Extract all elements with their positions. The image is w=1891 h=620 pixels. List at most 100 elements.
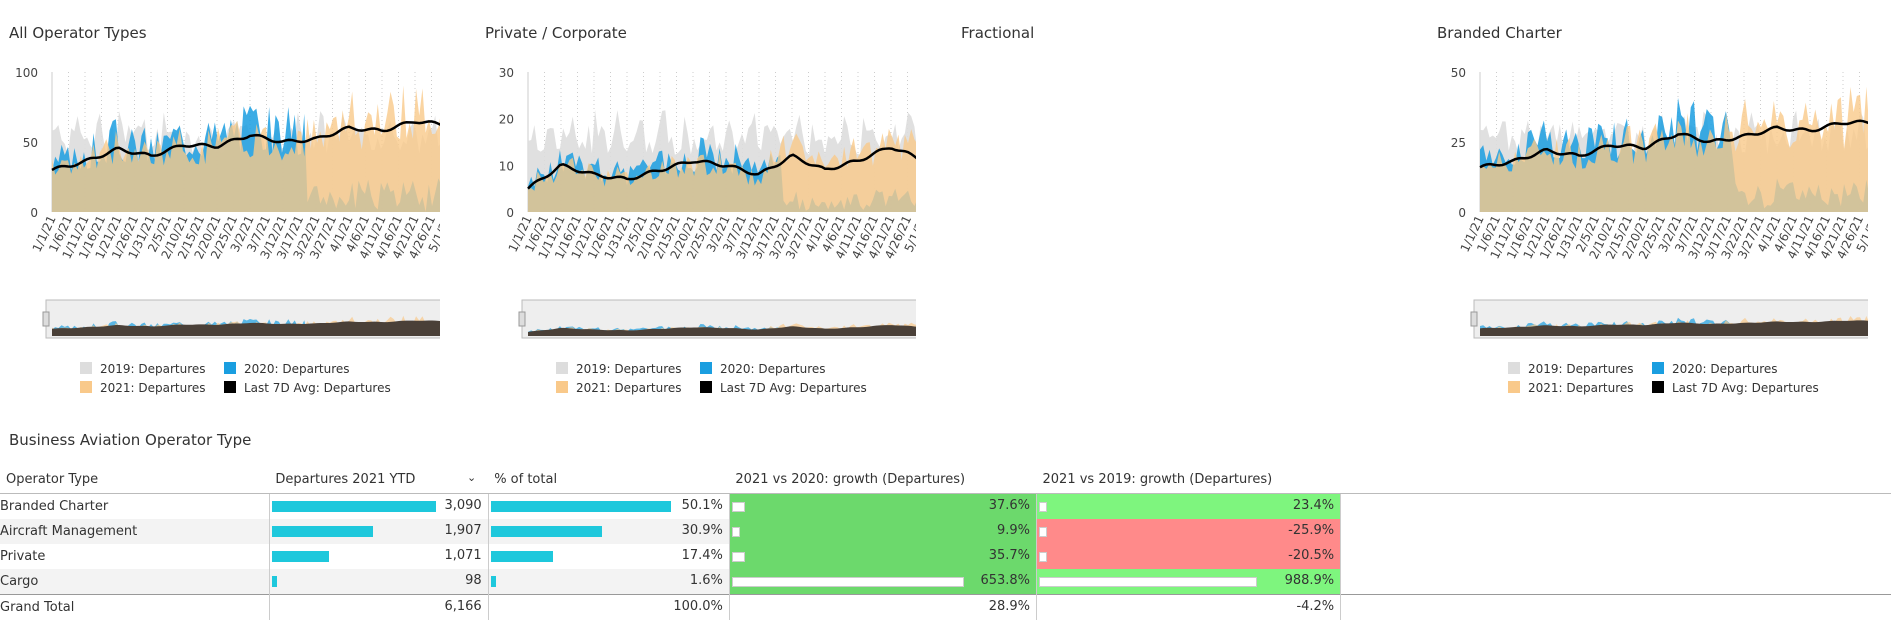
cell-spacer bbox=[1341, 569, 1891, 595]
growth-2019-value: 988.9% bbox=[1285, 573, 1335, 588]
legend-swatch bbox=[556, 381, 568, 393]
legend-swatch bbox=[700, 381, 712, 393]
y-tick-label: 50 bbox=[23, 136, 38, 150]
legend-label: 2019: Departures bbox=[100, 362, 206, 376]
series-2021-area bbox=[1480, 87, 1868, 212]
col-header-label: Departures 2021 YTD bbox=[275, 472, 415, 487]
legend-label: 2020: Departures bbox=[720, 362, 826, 376]
chart-all-operator-types[interactable]: 1005001/1/211/6/211/11/211/16/211/21/211… bbox=[0, 0, 440, 420]
legend-swatch bbox=[1508, 362, 1520, 374]
table-row[interactable]: Branded Charter 3,090 50.1% 37.6% 23.4% bbox=[0, 494, 1891, 520]
legend-swatch bbox=[700, 362, 712, 374]
table-row[interactable]: Cargo 98 1.6% 653.8% 988.9% bbox=[0, 569, 1891, 595]
legend-label: 2021: Departures bbox=[1528, 381, 1634, 395]
panel-title: All Operator Types bbox=[9, 24, 147, 42]
total-label: Grand Total bbox=[0, 595, 269, 620]
y-tick-label: 0 bbox=[506, 206, 514, 220]
growth-2020-value: 9.9% bbox=[997, 523, 1030, 538]
table-row[interactable]: Aircraft Management 1,907 30.9% 9.9% -25… bbox=[0, 519, 1891, 544]
departures-value: 3,090 bbox=[444, 498, 481, 513]
y-tick-label: 50 bbox=[1451, 66, 1466, 80]
departures-value: 1,907 bbox=[444, 523, 481, 538]
growth-2020-bar bbox=[732, 552, 745, 562]
y-tick-label: 10 bbox=[499, 159, 514, 173]
panel-title: Fractional bbox=[961, 24, 1034, 42]
growth-2020-bar bbox=[732, 527, 740, 537]
table-header-row: Operator Type Departures 2021 YTD ⌄ % of … bbox=[0, 465, 1891, 494]
pct-value: 17.4% bbox=[682, 548, 723, 563]
cell-spacer bbox=[1341, 494, 1891, 520]
legend-label: Last 7D Avg: Departures bbox=[244, 381, 391, 395]
cell-growth-2019: 23.4% bbox=[1037, 494, 1341, 520]
growth-2019-bar bbox=[1039, 502, 1047, 512]
cell-growth-2020: 9.9% bbox=[729, 519, 1036, 544]
growth-2019-bar bbox=[1039, 552, 1047, 562]
y-tick-label: 30 bbox=[499, 66, 514, 80]
cell-pct-total: 30.9% bbox=[488, 519, 729, 544]
legend-swatch bbox=[1652, 362, 1664, 374]
legend-label: 2020: Departures bbox=[244, 362, 350, 376]
y-tick-label: 100 bbox=[15, 66, 38, 80]
pct-bar bbox=[491, 551, 554, 562]
total-growth-2019: -4.2% bbox=[1037, 595, 1341, 620]
cell-growth-2019: 988.9% bbox=[1037, 569, 1341, 595]
legend-swatch bbox=[224, 381, 236, 393]
cell-departures: 1,907 bbox=[269, 519, 488, 544]
legend-swatch bbox=[1652, 381, 1664, 393]
cell-departures: 98 bbox=[269, 569, 488, 595]
y-tick-label: 20 bbox=[499, 113, 514, 127]
table-total-row: Grand Total 6,166 100.0% 28.9% -4.2% bbox=[0, 595, 1891, 620]
legend-label: 2020: Departures bbox=[1672, 362, 1778, 376]
col-header-operator-type[interactable]: Operator Type bbox=[0, 465, 269, 494]
navigator-left-handle bbox=[1471, 312, 1477, 326]
legend-label: 2019: Departures bbox=[1528, 362, 1634, 376]
departures-bar bbox=[272, 576, 277, 587]
growth-2019-value: -20.5% bbox=[1288, 548, 1334, 563]
cell-operator-type: Aircraft Management bbox=[0, 519, 269, 544]
table-row[interactable]: Private 1,071 17.4% 35.7% -20.5% bbox=[0, 544, 1891, 569]
operator-type-table: Operator Type Departures 2021 YTD ⌄ % of … bbox=[0, 465, 1891, 620]
total-departures: 6,166 bbox=[269, 595, 488, 620]
cell-departures: 1,071 bbox=[269, 544, 488, 569]
cell-spacer bbox=[1341, 519, 1891, 544]
growth-2019-bar bbox=[1039, 527, 1047, 537]
growth-2020-value: 653.8% bbox=[980, 573, 1030, 588]
cell-growth-2020: 37.6% bbox=[729, 494, 1036, 520]
pct-bar bbox=[491, 526, 602, 537]
cell-operator-type: Cargo bbox=[0, 569, 269, 595]
table-title: Business Aviation Operator Type bbox=[9, 431, 251, 449]
chart-private-corporate[interactable]: 30201001/1/211/6/211/11/211/16/211/21/21… bbox=[476, 0, 916, 420]
departures-bar bbox=[272, 551, 329, 562]
legend-swatch bbox=[80, 362, 92, 374]
legend-label: 2021: Departures bbox=[100, 381, 206, 395]
legend-swatch bbox=[224, 362, 236, 374]
chart-branded-charter[interactable]: 502501/1/211/6/211/11/211/16/211/21/211/… bbox=[1428, 0, 1868, 420]
col-header-growth-2020[interactable]: 2021 vs 2020: growth (Departures) bbox=[729, 465, 1036, 494]
cell-pct-total: 17.4% bbox=[488, 544, 729, 569]
departures-bar bbox=[272, 501, 436, 512]
col-header-growth-2019[interactable]: 2021 vs 2019: growth (Departures) bbox=[1037, 465, 1341, 494]
cell-pct-total: 50.1% bbox=[488, 494, 729, 520]
cell-pct-total: 1.6% bbox=[488, 569, 729, 595]
cell-spacer bbox=[1341, 595, 1891, 620]
growth-2019-value: 23.4% bbox=[1293, 498, 1334, 513]
col-header-pct-total[interactable]: % of total bbox=[488, 465, 729, 494]
col-header-departures[interactable]: Departures 2021 YTD ⌄ bbox=[269, 465, 488, 494]
panel-title: Private / Corporate bbox=[485, 24, 627, 42]
navigator-left-handle bbox=[43, 312, 49, 326]
cell-growth-2019: -25.9% bbox=[1037, 519, 1341, 544]
total-pct: 100.0% bbox=[488, 595, 729, 620]
growth-2020-value: 37.6% bbox=[989, 498, 1030, 513]
total-growth-2020: 28.9% bbox=[729, 595, 1036, 620]
growth-2019-bar bbox=[1039, 577, 1257, 587]
growth-2020-bar bbox=[732, 577, 964, 587]
y-tick-label: 0 bbox=[30, 206, 38, 220]
pct-value: 50.1% bbox=[682, 498, 723, 513]
sort-desc-icon[interactable]: ⌄ bbox=[467, 471, 476, 484]
cell-growth-2020: 35.7% bbox=[729, 544, 1036, 569]
cell-operator-type: Private bbox=[0, 544, 269, 569]
y-tick-label: 25 bbox=[1451, 136, 1466, 150]
